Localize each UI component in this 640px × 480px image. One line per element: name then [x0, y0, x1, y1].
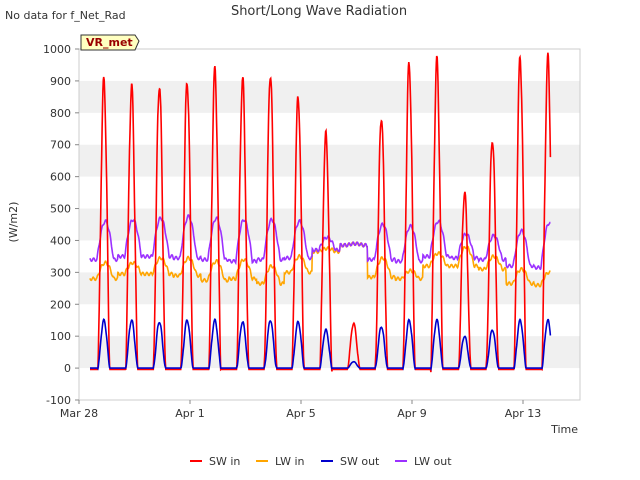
y-tick-label: 500: [50, 203, 71, 216]
legend: SW in LW in SW out LW out: [190, 455, 452, 468]
x-tick-label: Apr 1: [175, 407, 205, 420]
grid-band: [79, 80, 580, 113]
plot-frame: [78, 48, 581, 401]
x-tick-label: Apr 13: [505, 407, 542, 420]
series-line-sw-out: [90, 318, 552, 372]
y-tick-label: 600: [50, 171, 71, 184]
badge-label: VR_met: [86, 36, 133, 49]
y-tick-label: 1000: [43, 43, 71, 56]
x-axis: Mar 28 Apr 1 Apr 5 Apr 9 Apr 13: [60, 400, 541, 420]
y-axis: -100 0 100 200 300 400 500 600 700 800 900 1000: [43, 43, 79, 407]
no-data-note: No data for f_Net_Rad: [5, 9, 126, 22]
x-tick-label: Mar 28: [60, 407, 98, 420]
x-tick-label: Apr 5: [286, 407, 316, 420]
x-tick-label: Apr 9: [397, 407, 427, 420]
y-tick-label: 700: [50, 139, 71, 152]
y-tick-label: -100: [46, 394, 71, 407]
y-tick-label: 200: [50, 298, 71, 311]
y-tick-label: 400: [50, 234, 71, 247]
y-tick-label: 800: [50, 107, 71, 120]
legend-label: LW out: [414, 455, 452, 468]
y-tick-label: 900: [50, 75, 71, 88]
series-line-lw-out: [89, 214, 551, 271]
legend-label: SW in: [209, 455, 240, 468]
chart-title: Short/Long Wave Radiation: [231, 4, 407, 19]
y-tick-label: 0: [64, 362, 71, 375]
legend-label: LW in: [275, 455, 305, 468]
y-tick-label: 100: [50, 330, 71, 343]
x-axis-label: Time: [550, 423, 578, 436]
y-tick-label: 300: [50, 266, 71, 279]
grid-band: [79, 144, 580, 177]
series-line-lw-in: [89, 241, 551, 288]
y-axis-label: (W/m2): [7, 202, 20, 243]
vr-met-badge: VR_met: [80, 34, 140, 51]
series-lines: [89, 52, 552, 373]
legend-label: SW out: [340, 455, 380, 468]
